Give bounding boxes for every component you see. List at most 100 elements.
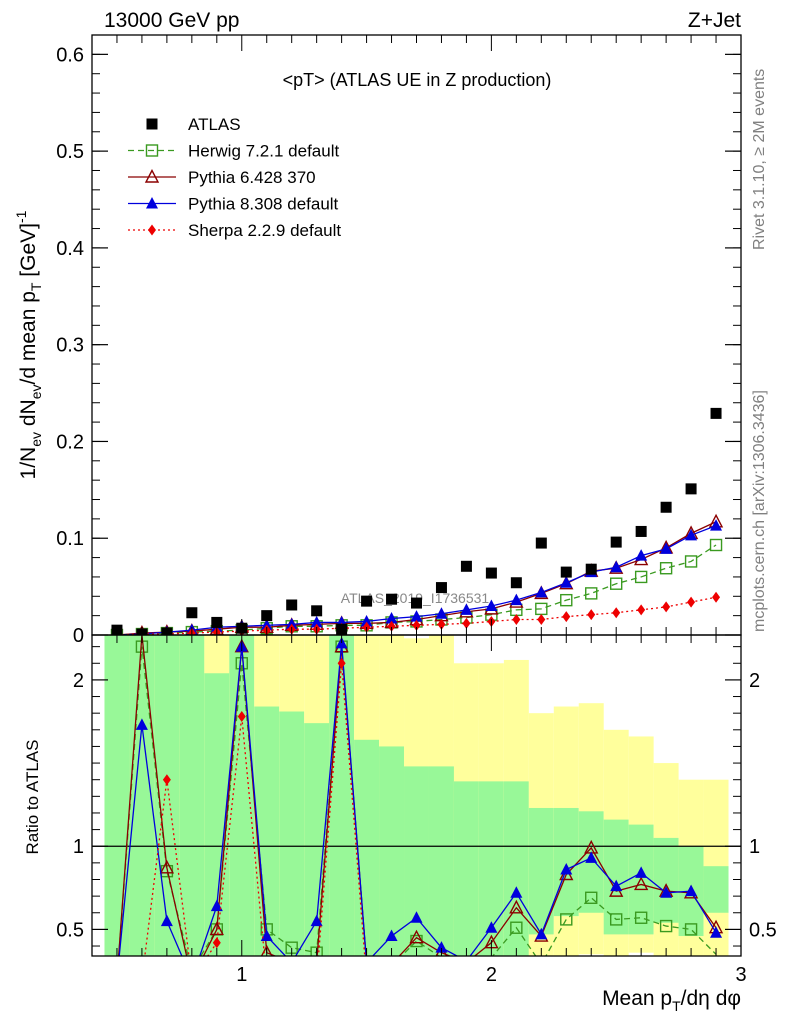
ratio-point bbox=[485, 921, 498, 933]
ratio-point bbox=[510, 921, 523, 934]
ratio-point bbox=[385, 929, 398, 942]
main-point bbox=[386, 593, 398, 605]
ratio-point bbox=[560, 913, 573, 926]
band-green bbox=[279, 711, 305, 956]
main-point bbox=[460, 560, 472, 572]
ratio-ytick-label: 1 bbox=[73, 836, 84, 858]
ratio-ytick-label: 0.5 bbox=[56, 919, 84, 941]
ratio-point bbox=[510, 886, 523, 898]
main-point bbox=[710, 519, 723, 531]
band-green bbox=[104, 635, 130, 956]
main-line bbox=[116, 544, 717, 635]
ratio-point bbox=[684, 923, 698, 936]
main-point bbox=[186, 607, 198, 619]
main-point bbox=[635, 525, 647, 537]
main-point bbox=[286, 599, 298, 611]
ratio-ytick-label-right: 0.5 bbox=[749, 919, 777, 941]
ratio-point bbox=[209, 921, 224, 936]
ratio-point bbox=[237, 710, 246, 722]
ratio-point bbox=[235, 657, 248, 670]
band-green bbox=[254, 706, 280, 956]
legend-label: ATLAS bbox=[188, 115, 241, 134]
main-point bbox=[260, 618, 273, 631]
main-panel: <pT> (ATLAS UE in Z production) ATLAS_20… bbox=[110, 70, 724, 635]
ratio-ytick-label-right: 2 bbox=[749, 670, 760, 692]
ratio-point bbox=[633, 876, 649, 891]
ratio-point bbox=[535, 927, 548, 940]
ratio-point bbox=[635, 866, 648, 878]
main-ytick-label: 0.6 bbox=[56, 44, 84, 66]
legend-marker bbox=[144, 168, 160, 183]
ratio-point bbox=[435, 941, 448, 953]
main-point bbox=[662, 601, 671, 613]
main-point bbox=[609, 577, 623, 590]
main-point bbox=[685, 528, 698, 541]
main-point bbox=[560, 566, 572, 578]
main-series bbox=[110, 407, 724, 635]
ratio-point bbox=[659, 919, 673, 933]
legend-marker bbox=[146, 118, 158, 130]
main-point bbox=[535, 537, 547, 549]
main-point bbox=[261, 610, 273, 622]
main-point bbox=[710, 407, 722, 419]
main-ytick-label: 0.1 bbox=[56, 528, 84, 550]
main-point bbox=[610, 560, 623, 573]
ratio-point bbox=[260, 929, 273, 942]
main-point bbox=[535, 585, 548, 598]
main-point bbox=[411, 597, 422, 609]
ratio-ylabel: Ratio to ATLAS bbox=[23, 740, 42, 855]
legend-marker bbox=[145, 144, 159, 157]
legend-label: Pythia 8.308 default bbox=[188, 195, 339, 214]
ratio-point bbox=[337, 657, 346, 669]
main-point bbox=[685, 483, 697, 495]
band-green bbox=[703, 866, 729, 913]
main-point bbox=[635, 549, 648, 561]
ratio-point bbox=[162, 774, 171, 786]
main-series-0 bbox=[111, 407, 722, 635]
ratio-point bbox=[310, 914, 323, 927]
main-point bbox=[660, 501, 672, 513]
main-point bbox=[560, 593, 573, 607]
ratio-point bbox=[410, 911, 423, 923]
band-green bbox=[653, 837, 679, 923]
band-green bbox=[503, 781, 529, 956]
main-point bbox=[361, 595, 373, 607]
main-point bbox=[310, 615, 323, 628]
main-point bbox=[412, 619, 421, 631]
ratio-xtick-label: 1 bbox=[236, 964, 247, 986]
band-green bbox=[179, 635, 205, 956]
ratio-point bbox=[212, 937, 221, 949]
rivet-label: Rivet 3.1.10, ≥ 2M events bbox=[751, 69, 768, 250]
main-point bbox=[385, 612, 398, 624]
ratio-xtick-label: 2 bbox=[486, 964, 497, 986]
ratio-point bbox=[310, 946, 323, 956]
main-point bbox=[684, 555, 698, 568]
main-point bbox=[659, 562, 673, 575]
ratio-xlabel: Mean pT/dη dφ bbox=[602, 987, 741, 1014]
ratio-ytick-label-right: 1 bbox=[749, 836, 760, 858]
ratio-point bbox=[585, 891, 598, 904]
band-green bbox=[553, 807, 579, 917]
ratio-xtick-label: 3 bbox=[735, 964, 746, 986]
main-point bbox=[360, 614, 373, 627]
band-green bbox=[379, 746, 405, 956]
header-right: Z+Jet bbox=[688, 9, 741, 32]
main-point bbox=[687, 596, 696, 608]
ratio-point bbox=[585, 851, 598, 863]
ratio-point bbox=[210, 899, 223, 912]
band-green bbox=[229, 635, 255, 956]
ratio-series-3 bbox=[144, 657, 366, 956]
ratio-point bbox=[409, 929, 424, 944]
main-point bbox=[437, 618, 446, 630]
legend: ATLAS Herwig 7.2.1 default Pythia 6.428 37… bbox=[128, 115, 341, 240]
ratio-point bbox=[160, 914, 173, 927]
band-green bbox=[428, 766, 454, 956]
main-point bbox=[660, 542, 673, 554]
ratio-point bbox=[159, 859, 175, 874]
main-ytick-label: 0.5 bbox=[56, 141, 84, 163]
header-left: 13000 GeV pp bbox=[104, 9, 239, 32]
main-point bbox=[311, 605, 323, 617]
main-point bbox=[585, 563, 597, 575]
legend-label: Herwig 7.2.1 default bbox=[188, 142, 339, 161]
